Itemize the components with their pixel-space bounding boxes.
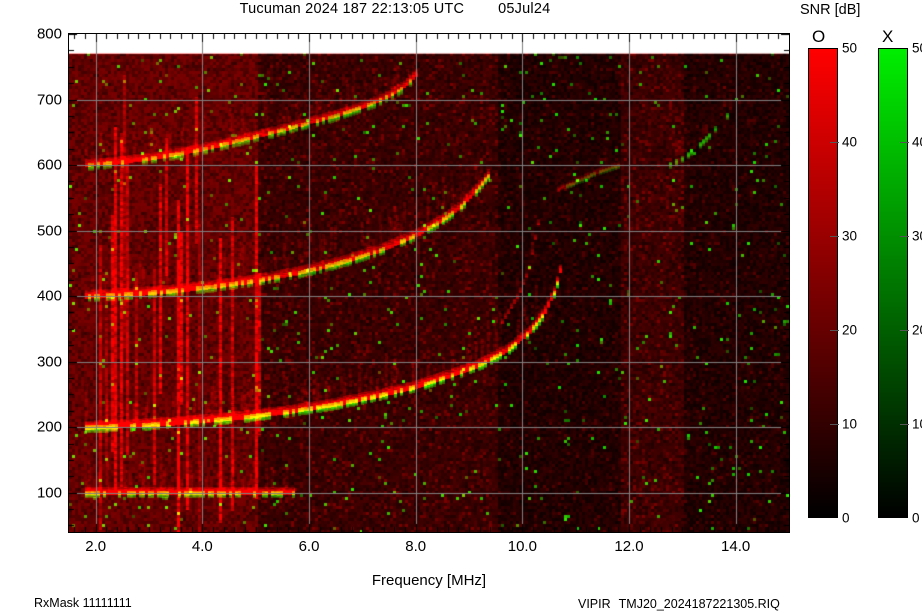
- colorbar-tick: 50: [912, 40, 922, 56]
- x-axis-label: Frequency [MHz]: [371, 572, 487, 589]
- colorbar-tick-mark: [900, 424, 909, 425]
- x-axis-tick: 6.0: [298, 538, 320, 555]
- colorbar-tick-mark: [830, 236, 839, 237]
- rxmask-label: RxMask 11111111: [34, 596, 132, 610]
- page-title: Tucuman 2024 187 22:13:05 UTC 05Jul24: [0, 1, 790, 17]
- colorbar-tick-mark: [830, 424, 839, 425]
- instrument-name: VIPIR: [578, 597, 611, 611]
- colorbar-tick: 20: [912, 322, 922, 338]
- colorbar-tick: 20: [842, 322, 858, 338]
- x-axis-tick: 2.0: [85, 538, 107, 555]
- colorbar-tick: 50: [842, 40, 858, 56]
- title-station: Tucuman 2024 187 22:13:05 UTC: [239, 1, 465, 17]
- colorbar-x-mode: [878, 48, 908, 518]
- colorbar-tick: 30: [842, 228, 858, 244]
- colorbar-tick-mark: [900, 142, 909, 143]
- y-axis-tick: 200: [36, 418, 62, 436]
- title-date: 05Jul24: [498, 1, 551, 17]
- file-name: TMJ20_2024187221305.RIQ: [618, 597, 780, 611]
- x-axis-tick: 4.0: [191, 538, 213, 555]
- colorbar-tick-mark: [900, 236, 909, 237]
- y-axis-tick: 400: [36, 287, 62, 305]
- colorbar-tick: 10: [842, 416, 858, 432]
- y-axis-tick: 800: [36, 25, 62, 43]
- colorbar-o-mode: [808, 48, 838, 518]
- ionogram-canvas[interactable]: [69, 34, 789, 532]
- colorbar-tick-mark: [830, 330, 839, 331]
- y-axis-tick: 600: [36, 156, 62, 174]
- x-axis-tick: 10.0: [507, 538, 537, 555]
- colorbar-tick: 40: [912, 134, 922, 150]
- file-identifier: VIPIR TMJ20_2024187221305.RIQ: [578, 597, 780, 611]
- colorbar-x-mode-label: X: [882, 27, 894, 46]
- y-axis-tick: 700: [36, 91, 62, 109]
- x-axis-tick: 12.0: [614, 538, 644, 555]
- colorbar-tick-mark: [830, 142, 839, 143]
- y-axis-tick: 100: [36, 484, 62, 502]
- colorbar-tick: 40: [842, 134, 858, 150]
- colorbar-title: SNR [dB]: [800, 2, 861, 18]
- colorbar-tick: 10: [912, 416, 922, 432]
- y-axis-tick: 500: [36, 222, 62, 240]
- x-axis-tick: 14.0: [721, 538, 751, 555]
- colorbar-tick-mark: [900, 330, 909, 331]
- colorbar-tick: 0: [912, 510, 920, 526]
- ionogram-plot[interactable]: [68, 33, 790, 533]
- colorbar-tick: 30: [912, 228, 922, 244]
- y-axis-tick: 300: [36, 353, 62, 371]
- colorbar-tick: 0: [842, 510, 850, 526]
- colorbar-o-mode-label: O: [812, 27, 826, 46]
- x-axis-tick: 8.0: [405, 538, 427, 555]
